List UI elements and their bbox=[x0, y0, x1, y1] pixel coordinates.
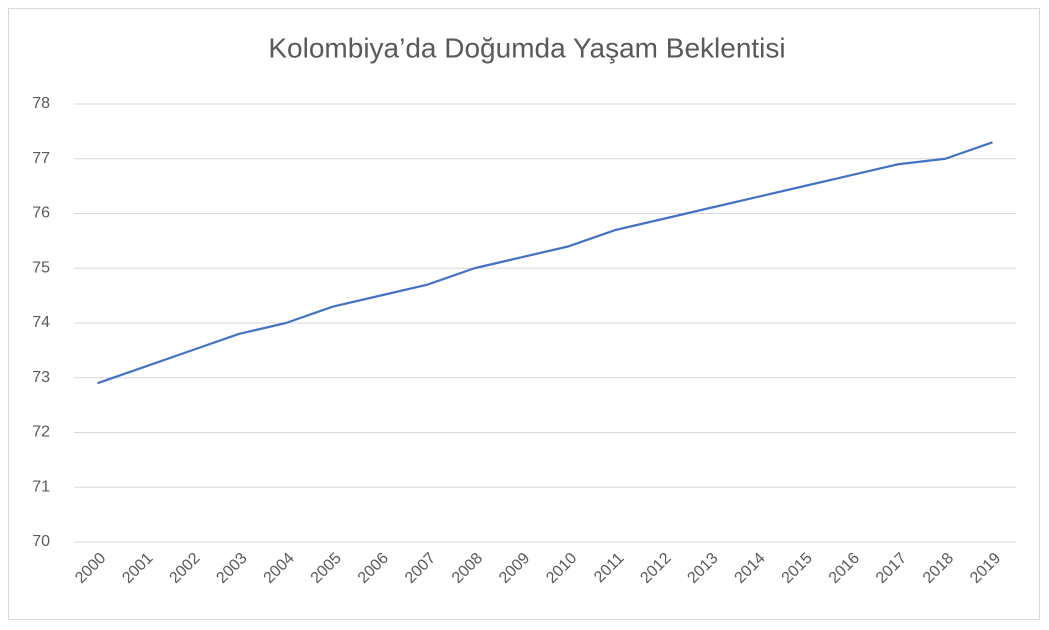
y-tick-label: 71 bbox=[32, 478, 50, 495]
line-series bbox=[97, 141, 993, 385]
y-tick-label: 74 bbox=[32, 314, 50, 331]
chart-border bbox=[8, 8, 1040, 620]
y-tick-label: 70 bbox=[32, 533, 50, 550]
y-tick-label: 76 bbox=[32, 205, 50, 222]
y-tick-label: 73 bbox=[32, 369, 50, 386]
chart-title: Kolombiya’da Doğumda Yaşam Beklentisi bbox=[268, 32, 785, 63]
y-tick-label: 72 bbox=[32, 424, 50, 441]
y-tick-label: 78 bbox=[32, 95, 50, 112]
y-tick-label: 77 bbox=[32, 150, 50, 167]
y-tick-label: 75 bbox=[32, 259, 50, 276]
